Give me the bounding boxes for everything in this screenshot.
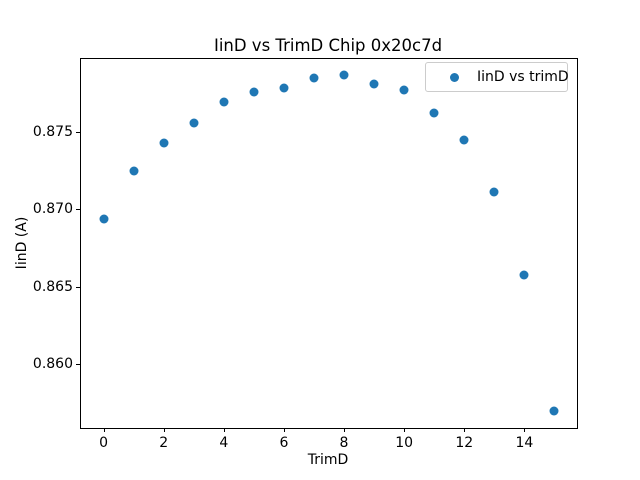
data-point bbox=[279, 83, 289, 93]
x-tick-label: 0 bbox=[99, 435, 108, 451]
data-point bbox=[159, 138, 169, 148]
x-tick-label: 8 bbox=[339, 435, 349, 451]
y-tick-label: 0.865 bbox=[32, 278, 73, 295]
x-tick-label: 2 bbox=[159, 435, 169, 451]
x-tick-label: 10 bbox=[395, 435, 414, 451]
x-tick-mark bbox=[103, 428, 105, 432]
data-point bbox=[339, 70, 349, 79]
x-tick-mark bbox=[344, 428, 346, 432]
x-tick-label: 14 bbox=[515, 435, 534, 451]
x-tick-label: 6 bbox=[279, 435, 289, 451]
plot-area: IinD vs trimD 0 2 4 6 8 10 12 14 0.860 0.865 0.870… bbox=[33, 58, 578, 451]
y-tick-label: 0.875 bbox=[32, 123, 73, 140]
y-axis-label: IinD (A) bbox=[14, 216, 30, 270]
y-tick-label: 0.860 bbox=[32, 356, 73, 373]
x-tick-mark bbox=[404, 428, 406, 432]
data-point bbox=[309, 73, 319, 83]
data-point bbox=[189, 118, 199, 128]
data-point bbox=[489, 187, 499, 197]
data-point bbox=[99, 214, 109, 224]
x-tick-mark bbox=[283, 428, 285, 432]
data-point bbox=[249, 87, 259, 97]
x-tick-mark bbox=[464, 428, 466, 432]
data-point bbox=[399, 85, 409, 95]
y-tick-label: 0.870 bbox=[32, 201, 73, 218]
x-tick-mark bbox=[163, 428, 165, 432]
legend-label: IinD vs trimD bbox=[477, 69, 569, 85]
x-axis-label: TrimD bbox=[307, 452, 349, 468]
data-point bbox=[129, 166, 139, 176]
chart-title: IinD vs TrimD Chip 0x20c7d bbox=[213, 36, 443, 55]
legend-marker-icon bbox=[450, 72, 459, 82]
x-tick-mark bbox=[524, 428, 526, 432]
y-tick-mark bbox=[76, 286, 80, 288]
x-tick-mark bbox=[223, 428, 225, 432]
data-point bbox=[519, 270, 529, 279]
data-point bbox=[549, 406, 559, 416]
data-point bbox=[219, 97, 229, 107]
y-tick-mark bbox=[76, 131, 80, 133]
x-tick-label: 12 bbox=[455, 435, 474, 451]
y-tick-mark bbox=[76, 364, 80, 366]
data-point bbox=[369, 79, 379, 89]
data-point bbox=[429, 108, 439, 118]
legend: IinD vs trimD bbox=[425, 62, 569, 92]
y-tick-mark bbox=[76, 209, 80, 211]
x-tick-label: 4 bbox=[219, 435, 229, 451]
data-point bbox=[459, 135, 469, 145]
